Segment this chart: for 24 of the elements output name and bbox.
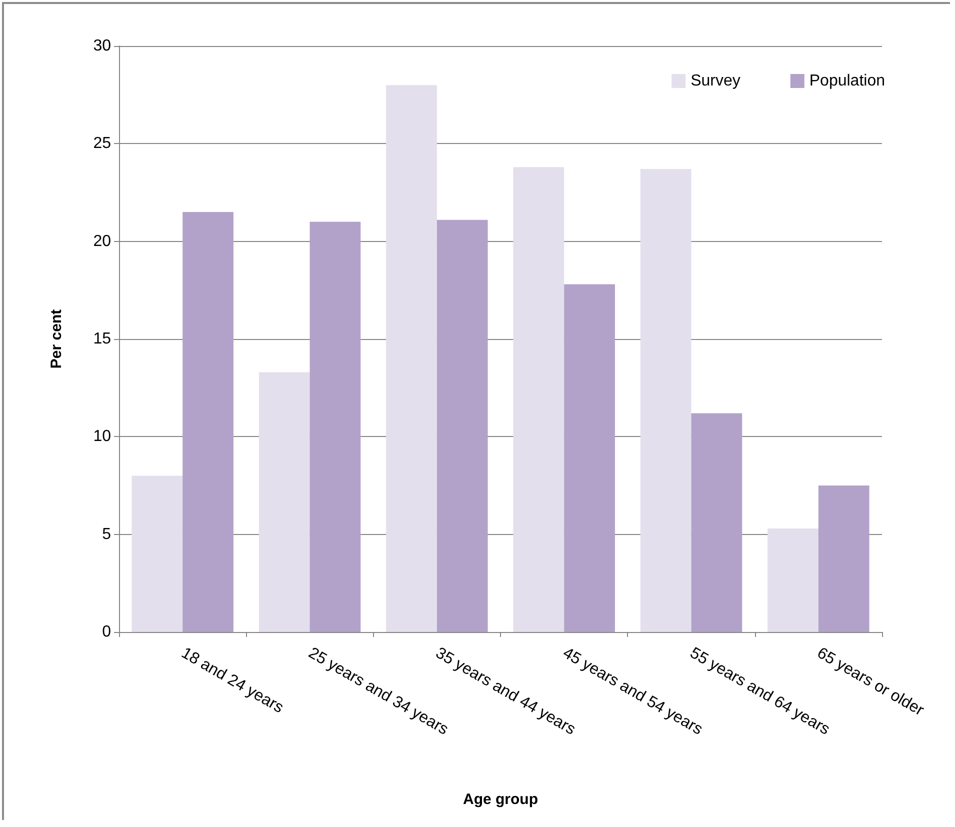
y-tick-label: 25 [93, 135, 112, 152]
bar [768, 528, 818, 632]
bar [310, 222, 361, 632]
bar [691, 413, 742, 632]
y-tick-label: 0 [102, 624, 112, 640]
y-tick-label: 30 [93, 38, 112, 54]
y-tick-label: 5 [102, 526, 112, 543]
y-axis-title: Per cent [48, 309, 65, 369]
legend-label: Population [809, 72, 886, 90]
bar [436, 220, 488, 632]
bar [386, 85, 437, 632]
bar [513, 167, 564, 632]
y-tick-label: 10 [93, 428, 112, 446]
bar [640, 169, 692, 632]
y-tick-label: 20 [93, 232, 112, 250]
bar [132, 476, 183, 632]
bar [564, 284, 615, 632]
bar [818, 486, 870, 632]
x-tick-label: 18 and 24 years [178, 644, 286, 717]
x-axis-title: Age group [463, 791, 538, 808]
y-tick-label: 15 [93, 330, 112, 348]
legend-label: Survey [690, 72, 740, 90]
bar [258, 372, 310, 632]
bar [182, 212, 234, 632]
